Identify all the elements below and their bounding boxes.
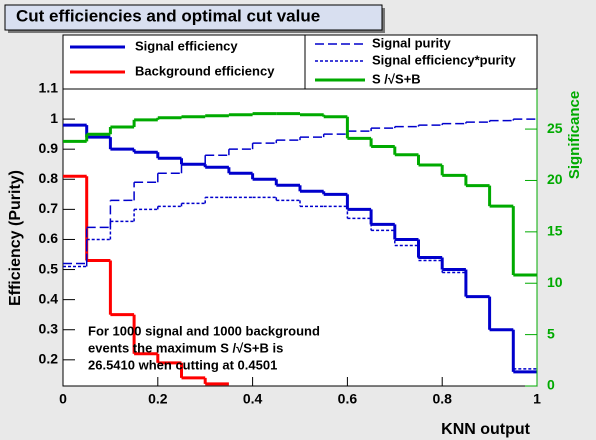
legend-label: Signal purity: [372, 35, 452, 50]
y-tick-label: 1: [50, 110, 58, 126]
legend-label: S /√S+B: [372, 71, 421, 86]
y-tick-label: 0.9: [39, 140, 59, 156]
y-tick-label: 0.3: [39, 320, 59, 336]
x-tick-label: 0: [59, 391, 67, 407]
annotation: 26.5410 when cutting at 0.4501: [88, 357, 277, 372]
y-tick-label: 0.2: [39, 351, 59, 367]
y-tick-label: 0.4: [39, 290, 59, 306]
y-tick-label: 1.1: [39, 80, 59, 96]
chart-title: Cut efficiencies and optimal cut value: [16, 6, 320, 25]
y2-tick-label: 25: [547, 120, 563, 136]
x-tick-label: 0.4: [243, 391, 263, 407]
legend-label: Signal efficiency*purity: [372, 52, 517, 67]
y2-tick-label: 10: [547, 274, 563, 290]
y-tick-label: 0.8: [39, 170, 59, 186]
y-tick-label: 0.7: [39, 200, 59, 216]
y2-tick-label: 20: [547, 171, 563, 187]
y2-axis-label: Significance: [566, 91, 583, 179]
annotation: For 1000 signal and 1000 background: [88, 323, 320, 338]
y2-tick-label: 0: [547, 377, 555, 393]
y-tick-label: 0.5: [39, 260, 59, 276]
x-axis-label: KNN output: [441, 421, 531, 438]
title-box: [4, 4, 383, 31]
x-tick-label: 0.6: [338, 391, 358, 407]
annotation: events the maximum S /√S+B is: [88, 340, 283, 355]
plot-lines: [63, 112, 537, 386]
y-tick-label: 0.6: [39, 230, 59, 246]
legend-left: [62, 34, 306, 90]
x-tick-label: 0.8: [432, 391, 452, 407]
legend-label: Background efficiency: [135, 63, 275, 78]
y2-tick-label: 5: [547, 325, 555, 341]
legend-label: Signal efficiency: [135, 38, 238, 53]
y-axis-label: Efficiency (Purity): [7, 170, 24, 306]
y2-tick-label: 15: [547, 223, 563, 239]
x-tick-label: 0.2: [148, 391, 168, 407]
x-tick-label: 1: [533, 391, 541, 407]
